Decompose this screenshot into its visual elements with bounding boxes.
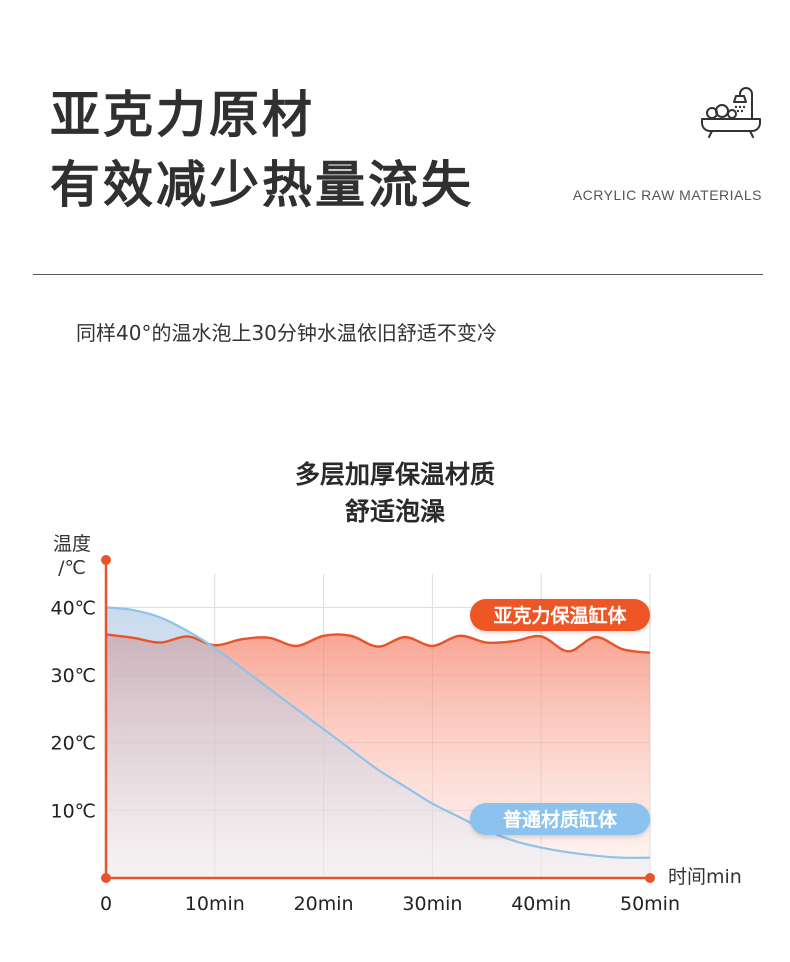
- y-axis-label-line-2: /℃: [58, 557, 86, 579]
- x-tick-label: 30min: [402, 893, 462, 915]
- y-tick-label: 10℃: [50, 800, 96, 822]
- y-axis-end-dot: [101, 555, 111, 565]
- x-tick-label: 20min: [294, 893, 354, 915]
- y-axis-label-line-1: 温度: [53, 533, 91, 555]
- page-title-line-1: 亚克力原材: [50, 86, 315, 144]
- y-tick-label: 40℃: [50, 597, 96, 619]
- chart-tick-labels: 0 10min 20min 30min 40min 50min 10℃ 20℃ 30℃ 40℃: [50, 597, 680, 915]
- series-normal-line: [105, 606, 651, 859]
- english-subtitle: ACRYLIC RAW MATERIALS: [572, 187, 762, 203]
- y-tick-label: 30℃: [50, 665, 96, 687]
- legend-acrylic-bg: [470, 599, 650, 631]
- bathtub-shower-icon: [701, 87, 761, 138]
- legend-acrylic-label: 亚克力保温缸体: [493, 604, 627, 627]
- legend-normal-bg: [470, 803, 650, 835]
- chart-subtitle: 舒适泡澡: [344, 497, 445, 526]
- page-title-line-2: 有效减少热量流失: [50, 156, 474, 214]
- description-text: 同样40°的温水泡上30分钟水温依旧舒适不变冷: [76, 321, 497, 345]
- legend-normal-label: 普通材质缸体: [503, 808, 618, 831]
- chart-title: 多层加厚保温材质: [294, 460, 495, 489]
- x-tick-label: 10min: [185, 893, 245, 915]
- legend-acrylic: 亚克力保温缸体: [470, 599, 650, 631]
- header-divider: [33, 274, 763, 275]
- chart-areas: [106, 607, 650, 878]
- legend-normal: 普通材质缸体: [470, 803, 650, 835]
- origin-dot: [101, 873, 111, 883]
- series-normal-area: [106, 607, 650, 878]
- y-tick-label: 20℃: [50, 733, 96, 755]
- x-tick-label: 50min: [620, 893, 680, 915]
- chart-lines: [105, 606, 651, 859]
- x-axis-label: 时间min: [668, 866, 742, 888]
- series-acrylic-line: [105, 633, 651, 654]
- x-tick-label: 0: [100, 893, 112, 915]
- x-tick-label: 40min: [511, 893, 571, 915]
- x-axis-end-dot: [645, 873, 655, 883]
- chart-axes: [101, 555, 655, 883]
